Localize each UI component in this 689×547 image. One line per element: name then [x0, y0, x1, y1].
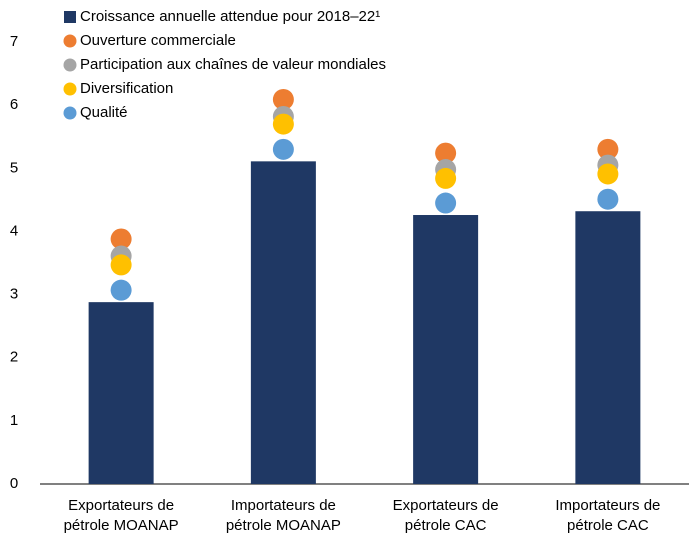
x-tick-label: Importateurs de — [231, 497, 336, 514]
y-tick-label: 0 — [10, 475, 18, 492]
y-tick-label: 5 — [10, 159, 18, 176]
legend-label: Diversification — [80, 80, 173, 97]
y-tick-label: 7 — [10, 33, 18, 50]
dot — [272, 138, 294, 160]
legend-marker — [63, 82, 77, 96]
legend-label: Ouverture commerciale — [80, 32, 236, 49]
legend-label: Qualité — [80, 104, 128, 121]
dot — [110, 228, 132, 250]
dot — [597, 163, 619, 185]
x-tick-label: pétrole MOANAP — [64, 517, 179, 534]
dot — [597, 188, 619, 210]
bar — [88, 302, 154, 484]
x-tick-label: Exportateurs de — [68, 497, 174, 514]
dot — [435, 167, 457, 189]
x-tick-label: Importateurs de — [555, 497, 660, 514]
dot — [272, 88, 294, 110]
dot — [435, 142, 457, 164]
legend-marker — [64, 11, 76, 23]
x-tick-label: pétrole MOANAP — [226, 517, 341, 534]
y-tick-label: 6 — [10, 96, 18, 113]
legend-marker — [63, 58, 77, 72]
bar — [413, 215, 479, 485]
y-tick-label: 4 — [10, 222, 18, 239]
dot — [435, 192, 457, 214]
dot — [272, 113, 294, 135]
y-tick-label: 2 — [10, 349, 18, 366]
x-tick-label: pétrole CAC — [405, 517, 487, 534]
dot — [110, 279, 132, 301]
y-tick-label: 3 — [10, 286, 18, 303]
y-tick-label: 1 — [10, 412, 18, 429]
x-tick-label: pétrole CAC — [567, 517, 649, 534]
dot — [110, 254, 132, 276]
legend-label: Participation aux chaînes de valeur mond… — [80, 56, 386, 73]
bar — [575, 211, 641, 485]
x-tick-label: Exportateurs de — [393, 497, 499, 514]
legend-marker — [63, 34, 77, 48]
legend-label: Croissance annuelle attendue pour 2018–2… — [80, 8, 380, 25]
bar — [250, 161, 316, 484]
dot — [597, 138, 619, 160]
legend-marker — [63, 106, 77, 120]
